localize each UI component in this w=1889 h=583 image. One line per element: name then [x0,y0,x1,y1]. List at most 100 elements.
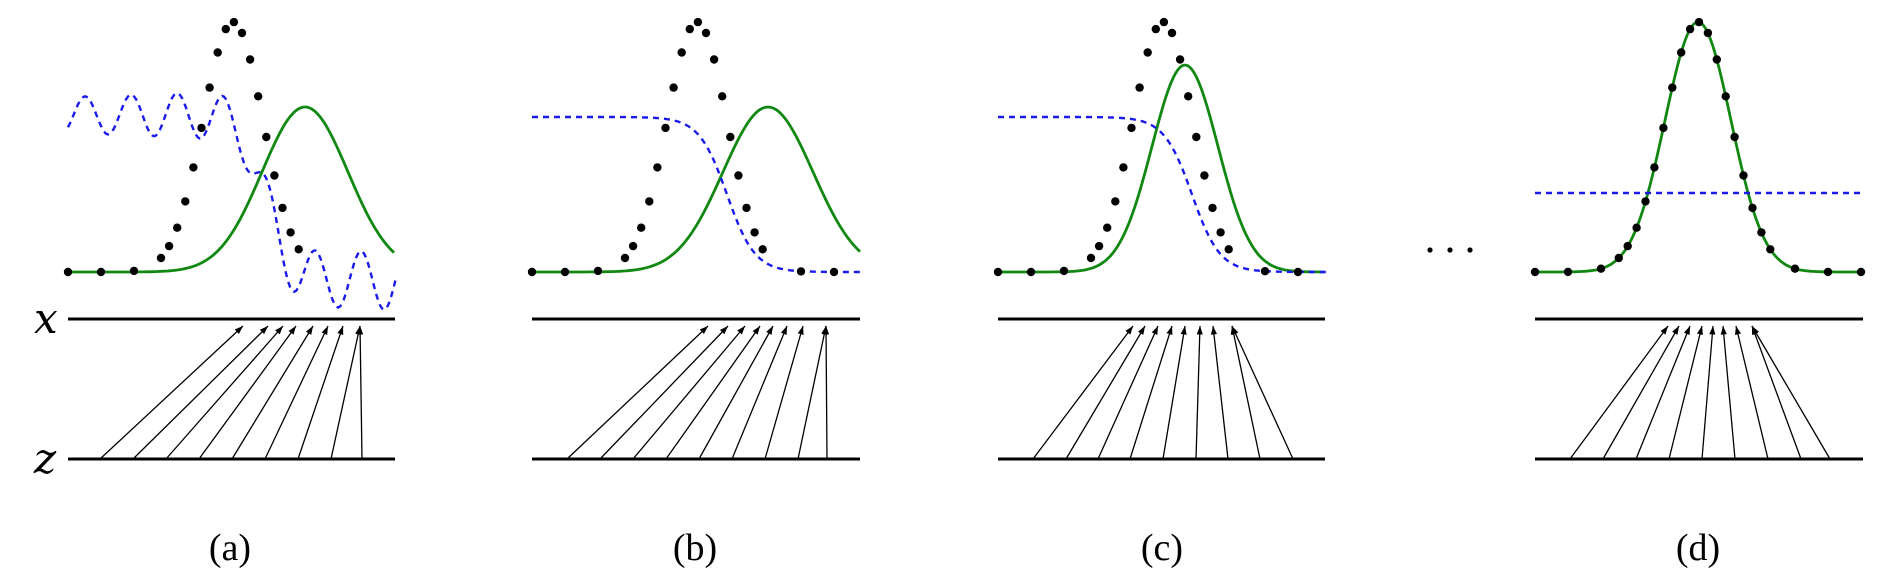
data-distribution-point [1668,83,1677,92]
mapping-arrowhead [1720,326,1727,335]
ellipsis-dot [1447,247,1453,253]
data-distribution-point [1739,171,1748,180]
data-distribution-point [1790,264,1800,273]
mapping-arrowhead [797,326,804,335]
mapping-arrow [1602,325,1680,460]
data-distribution-point [677,48,686,57]
data-distribution-point [758,245,767,254]
mapping-arrow [632,325,746,460]
data-distribution-point [1694,17,1704,27]
data-distribution-point [560,267,570,277]
data-distribution-point [173,223,182,232]
mapping-arrow [1569,325,1669,460]
data-distribution-point [742,203,751,213]
mapping-arrowhead [305,326,313,335]
mapping-arrowhead [288,326,296,335]
data-distribution-point [221,24,230,34]
data-distribution-point [1119,163,1128,172]
data-distribution-point [197,123,206,133]
mapping-arrow [1162,325,1186,460]
discriminator-curve [998,115,1326,274]
ellipsis-dot [1467,247,1473,253]
data-distribution-point [1151,24,1161,34]
data-distribution-point [1026,267,1036,277]
data-distribution-point [156,253,166,263]
data-distribution-point [709,55,719,64]
data-distribution-point [262,132,271,142]
data-distribution-point [1730,132,1739,142]
data-distribution-point [1094,241,1104,251]
data-distribution-point [1596,264,1606,273]
mapping-arrow [231,325,314,460]
data-distribution-point [620,253,630,263]
data-distribution-point [1530,267,1540,277]
mapping-arrowhead [719,326,728,335]
mapping-arrow [1231,325,1294,460]
discriminator-curve [532,115,862,274]
mapping-arrowhead [1196,326,1203,335]
data-distribution-point [164,241,174,251]
mapping-arrow [99,325,244,460]
data-distribution-point [1748,203,1757,213]
mapping-arrowhead [780,326,787,335]
data-distribution-point [661,123,670,133]
mapping-arrow [599,325,729,460]
discriminator-curve [66,92,398,311]
data-distribution-point [1677,48,1686,57]
data-distribution-point [1167,28,1177,38]
mapping-arrow [1735,325,1769,460]
mapping-arrowhead [1138,326,1145,335]
data-distribution-point [1216,228,1225,237]
data-distribution-point [1641,197,1650,206]
data-distribution-point [734,171,743,180]
mapping-arrow [1231,325,1261,460]
data-distribution-point [1224,245,1233,254]
mapping-arrow [1097,325,1159,460]
mapping-arrow [825,325,828,460]
mapping-arrow [359,325,363,460]
data-distribution-point [129,266,139,276]
data-distribution-point [796,267,806,276]
caption-d: (d) [1676,527,1720,569]
mapping-arrowhead [1734,326,1741,335]
data-distribution-point [96,267,106,277]
data-distribution-point [1685,24,1695,34]
data-distribution-point [245,55,255,64]
data-distribution-point [701,28,711,38]
mapping-arrow [165,325,284,460]
data-distribution-point [1293,267,1303,277]
mapping-arrow [1212,325,1229,460]
caption-a: (a) [209,527,251,569]
generative-distribution-curve [998,63,1324,274]
data-distribution-point [1632,223,1641,232]
data-distribution-point [685,24,694,34]
data-distribution-point [278,203,287,213]
data-distribution-point [1563,267,1573,277]
data-distribution-point [294,245,303,254]
mapping-arrow [1032,325,1134,460]
data-distribution-point [1712,55,1722,64]
mapping-arrowhead [259,326,268,335]
mapping-arrowhead [1660,326,1668,335]
mapping-arrow [1701,325,1714,460]
mapping-arrowhead [1180,326,1187,335]
data-distribution-point [254,92,263,101]
mapping-arrow [198,325,297,460]
mapping-arrowhead [321,326,328,335]
mapping-arrow [698,325,774,460]
mapping-arrow [330,325,361,460]
mapping-arrow [1751,325,1831,460]
mapping-arrow [132,325,269,460]
mapping-arrow [1722,325,1736,460]
mapping-arrowhead [822,326,830,335]
panel-c [993,17,1326,461]
mapping-arrow [1065,325,1146,460]
data-distribution-point [1260,267,1270,276]
data-distribution-point [1757,228,1766,237]
mapping-arrowhead [766,326,773,335]
data-distribution-point [1766,245,1775,254]
data-distribution-point [593,266,603,276]
data-distribution-point [1856,267,1866,277]
data-distribution-point [1650,163,1659,172]
